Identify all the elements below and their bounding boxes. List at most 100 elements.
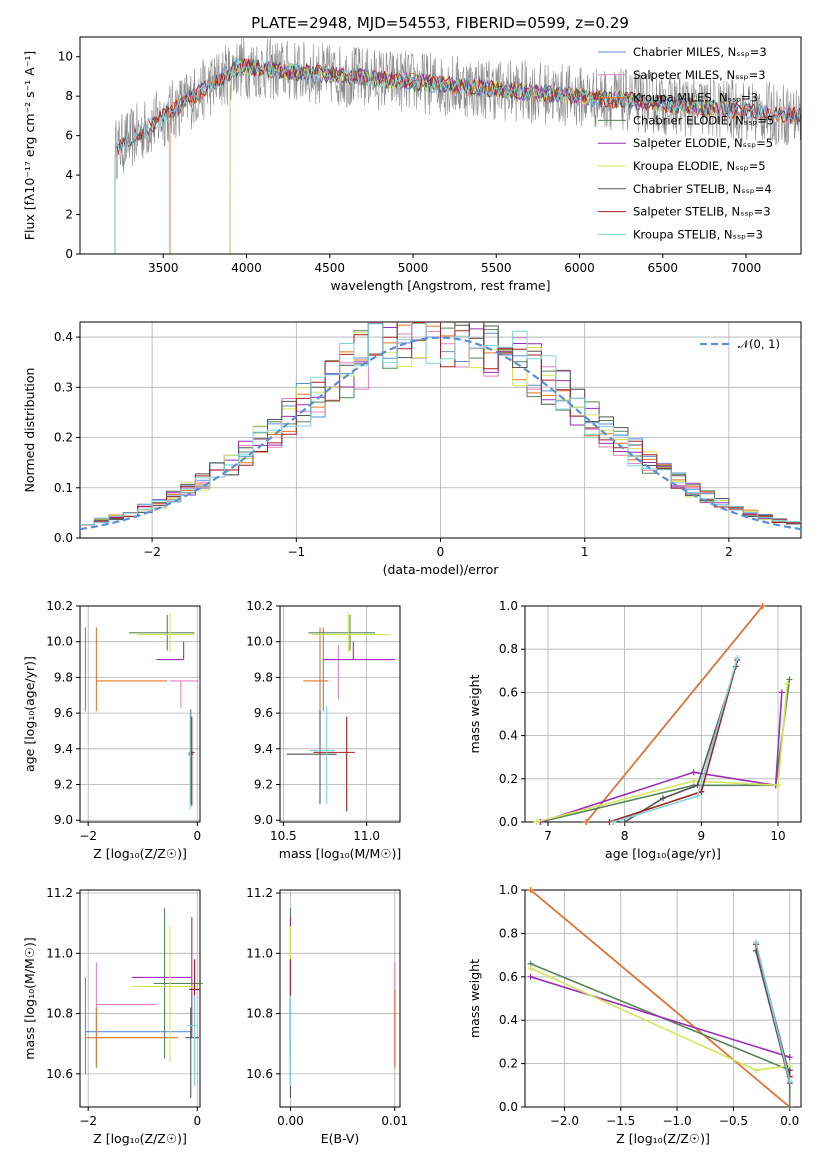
- x-axis-label: Z [log₁₀(Z/Z☉)]: [616, 1131, 710, 1146]
- y-tick-label: 9.8: [54, 670, 73, 684]
- spectrum-chart: 3500 4000 4500 5000 5500 6000 6500 7000 0 2 4 6 8 10 w…: [22, 36, 802, 293]
- mass-vs-z-chart: −2 0 10.6 10.8 11.0 11.2 Z [log₁₀(Z/Z☉)] mass […: [22, 886, 203, 1146]
- residual-histogram-step: [80, 322, 801, 526]
- y-tick-label: 10.2: [246, 599, 273, 613]
- y-axis-label: mass weight: [467, 959, 482, 1038]
- axes-frame: [279, 889, 401, 1108]
- y-tick-label: 0.4: [499, 729, 518, 743]
- legend-label: Salpeter STELIB, Nₛₛₚ=3: [633, 205, 771, 219]
- y-tick-label: 0.0: [499, 815, 518, 829]
- x-tick-label: 7000: [731, 261, 762, 275]
- age-vs-z-chart: −2 0 9.0 9.2 9.4 9.6 9.8 10.0 10.2 Z [log₁₀(Z/Z☉)…: [22, 599, 201, 861]
- y-tick-label: 0.8: [499, 926, 518, 940]
- residual-histogram-step: [80, 322, 801, 526]
- mass-weight-marker: [527, 965, 534, 972]
- x-tick-label: −2: [79, 1114, 97, 1128]
- mass-weight-line: [530, 889, 791, 1108]
- axes-frame: [279, 605, 401, 823]
- y-tick-label: 1.0: [499, 599, 518, 613]
- y-tick-label: 0.1: [54, 481, 73, 495]
- y-axis-label: mass [log₁₀(M/M☉)]: [22, 937, 37, 1059]
- x-tick-label: 1: [581, 545, 589, 559]
- x-tick-label: −2: [143, 545, 161, 559]
- model-spectrum-line: [114, 57, 801, 254]
- axes-frame: [524, 889, 802, 1108]
- y-tick-label: 1.0: [499, 883, 518, 897]
- y-tick-label: 9.2: [254, 778, 273, 792]
- mass-weight-marker: [533, 819, 540, 825]
- y-tick-label: 8: [65, 89, 73, 103]
- mass-weight-marker: [690, 769, 697, 776]
- x-axis-label: (data-model)/error: [383, 562, 500, 577]
- x-tick-label: 0.0: [780, 1114, 799, 1128]
- plots-group: 3500 4000 4500 5000 5500 6000 6500 70000246810w…: [22, 36, 802, 1146]
- model-spectrum-line: [114, 58, 801, 254]
- y-tick-label: 9.4: [54, 742, 73, 756]
- x-tick-label: 0: [437, 545, 445, 559]
- mass-weight-line: [536, 683, 788, 823]
- axes-frame: [79, 36, 802, 255]
- mass-vs-ebv-chart: 0.00 0.01 10.6 10.8 11.0 11.2 E(B-V): [246, 886, 408, 1146]
- legend-label: Chabrier ELODIE, Nₛₛₚ=5: [633, 113, 774, 127]
- legend-label: Chabrier STELIB, Nₛₛₚ=4: [633, 182, 772, 196]
- x-tick-label: −2.0: [550, 1114, 579, 1128]
- age-vs-mass-chart: 10.5 11.0 9.0 9.2 9.4 9.6 9.8 10.0 10.2 mass [log…: [246, 599, 401, 861]
- y-tick-label: 10.8: [46, 1007, 73, 1021]
- y-tick-label: 9.4: [254, 742, 273, 756]
- y-tick-label: 9.0: [54, 813, 73, 827]
- x-tick-label: −1: [287, 545, 305, 559]
- x-tick-label: 3500: [148, 261, 179, 275]
- y-tick-label: 0: [65, 247, 73, 261]
- x-tick-label: 5500: [481, 261, 512, 275]
- y-tick-label: 10.6: [246, 1067, 273, 1081]
- y-tick-label: 0.2: [499, 1057, 518, 1071]
- x-axis-label: age [log₁₀(age/yr)]: [605, 846, 721, 861]
- x-tick-label: 7: [544, 829, 552, 843]
- x-tick-label: −2: [79, 829, 97, 843]
- mass-weight-marker: [527, 887, 534, 893]
- y-tick-label: 0.3: [54, 380, 73, 394]
- y-tick-label: 11.0: [246, 946, 273, 960]
- x-axis-label: Z [log₁₀(Z/Z☉)]: [93, 1131, 187, 1146]
- mass-weight-marker: [527, 973, 534, 980]
- y-tick-label: 10.2: [46, 599, 73, 613]
- y-tick-label: 0.4: [499, 1013, 518, 1027]
- x-tick-label: 4500: [314, 261, 345, 275]
- x-axis-label: Z [log₁₀(Z/Z☉)]: [93, 846, 187, 861]
- legend-label: Kroupa STELIB, Nₛₛₚ=3: [633, 227, 763, 241]
- residual-histogram-step: [80, 322, 801, 526]
- mass-weight-marker: [752, 939, 759, 946]
- y-tick-label: 11.2: [46, 886, 73, 900]
- x-axis-label: E(B-V): [321, 1131, 360, 1146]
- legend-label: Kroupa ELODIE, Nₛₛₚ=5: [633, 159, 766, 173]
- residual-histogram-step: [80, 322, 801, 526]
- mass-weight-marker: [786, 676, 793, 683]
- mass-weight-line: [585, 605, 764, 823]
- y-axis-label: mass weight: [467, 674, 482, 753]
- y-tick-label: 10.6: [46, 1067, 73, 1081]
- x-tick-label: 5000: [398, 261, 429, 275]
- mass-weight-marker: [759, 603, 766, 609]
- x-axis-label: mass [log₁₀(M/M☉)]: [279, 846, 401, 861]
- x-tick-label: 4000: [231, 261, 262, 275]
- x-axis-label: wavelength [Angstrom, rest frame]: [330, 278, 550, 293]
- model-spectrum-line: [114, 59, 801, 254]
- gaussian-reference-curve: [79, 336, 802, 531]
- y-tick-label: 9.2: [54, 778, 73, 792]
- y-tick-label: 9.6: [54, 706, 73, 720]
- legend-label: Kroupa MILES, Nₛₛₚ=3: [633, 91, 758, 105]
- x-tick-label: −1.5: [606, 1114, 635, 1128]
- mass-weight-marker: [621, 819, 628, 825]
- y-tick-label: 11.0: [46, 946, 73, 960]
- mass-weight-marker: [784, 680, 791, 687]
- legend-label: 𝒩(0, 1): [738, 337, 780, 351]
- residual-histogram-step: [80, 322, 801, 526]
- x-tick-label: 2: [725, 545, 733, 559]
- y-axis-label: age [log₁₀(age/yr)]: [22, 656, 37, 772]
- x-tick-label: 0: [193, 1114, 201, 1128]
- y-tick-label: 10.0: [46, 635, 73, 649]
- mass-weight-marker: [786, 1054, 793, 1061]
- axes-frame: [524, 605, 802, 823]
- y-tick-label: 0.2: [54, 431, 73, 445]
- x-tick-label: 11.0: [353, 829, 380, 843]
